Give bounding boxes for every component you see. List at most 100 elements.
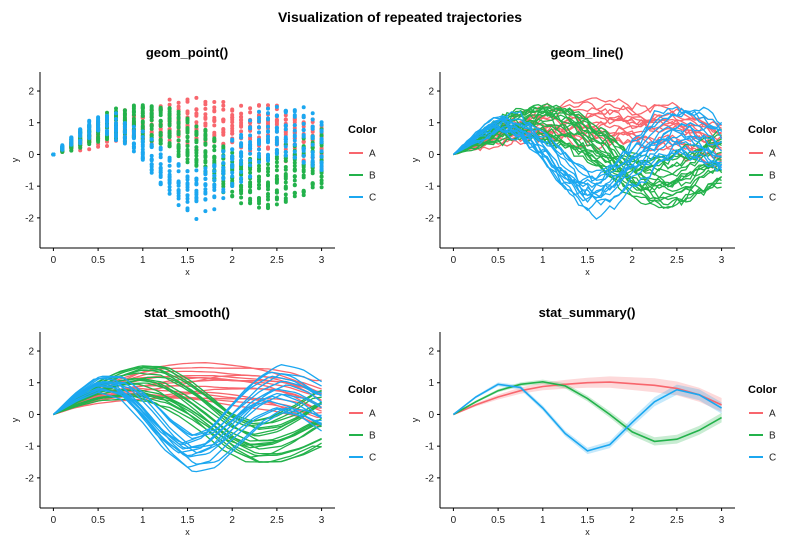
data-point-C — [203, 197, 208, 202]
data-point-B — [140, 124, 145, 128]
data-point-C — [105, 113, 109, 118]
data-point-C — [149, 153, 154, 158]
data-point-B — [140, 103, 145, 108]
panel-title: geom_line() — [551, 45, 624, 60]
data-point-C — [212, 188, 217, 192]
data-point-C — [266, 117, 270, 122]
data-point-B — [212, 144, 217, 149]
x-tick-label: 2 — [229, 255, 235, 266]
x-tick-label: 2.5 — [270, 255, 284, 266]
data-point-A — [105, 144, 109, 148]
data-point-C — [221, 161, 226, 165]
data-point-B — [194, 132, 199, 137]
data-point-B — [283, 176, 288, 181]
data-point-C — [149, 142, 154, 147]
legend-label: B — [769, 171, 776, 182]
data-point-C — [310, 163, 315, 168]
data-point-A — [239, 103, 244, 108]
legend-label: A — [769, 149, 776, 160]
data-point-C — [221, 189, 226, 194]
x-tick-label: 2 — [629, 515, 635, 526]
data-point-A — [221, 130, 226, 135]
panel-stat_smooth: -2 -1 0 1 2 0 0.5 1 1.5 2 2.5 3 x y stat_smooth() Color… — [10, 305, 377, 537]
data-point-C — [167, 188, 172, 193]
data-point-C — [319, 136, 324, 141]
data-point-A — [203, 102, 208, 107]
data-point-C — [185, 206, 190, 211]
data-point-C — [257, 119, 261, 124]
data-point-B — [274, 202, 279, 207]
data-point-C — [122, 141, 127, 146]
data-point-C — [319, 160, 324, 165]
x-tick-label: 2.5 — [670, 255, 684, 266]
data-point-B — [203, 132, 208, 137]
data-point-C — [301, 121, 306, 126]
data-point-C — [239, 132, 244, 137]
legend-title: Color — [348, 124, 377, 136]
data-point-C — [158, 145, 163, 150]
data-point-C — [149, 170, 154, 175]
data-point-C — [212, 194, 217, 199]
data-point-C — [274, 129, 279, 134]
x-tick-label: 1 — [540, 515, 546, 526]
data-point-C — [319, 154, 324, 159]
data-point-B — [319, 133, 324, 138]
data-point-C — [203, 187, 208, 192]
data-point-B — [310, 185, 315, 190]
data-point-C — [266, 153, 270, 158]
data-point-B — [230, 189, 235, 194]
data-point-C — [176, 162, 181, 167]
data-point-B — [292, 178, 297, 183]
data-point-C — [292, 113, 297, 118]
plot-area — [452, 97, 723, 220]
data-point-C — [167, 184, 172, 189]
trajectory-line-C — [453, 120, 722, 198]
x-tick-label: 0.5 — [491, 255, 505, 266]
y-tick-label: 2 — [28, 87, 34, 98]
data-point-C — [230, 174, 235, 179]
data-point-B — [257, 186, 261, 191]
data-point-A — [203, 106, 208, 111]
x-tick-label: 3 — [319, 255, 325, 266]
trajectory-line-C — [52, 371, 322, 446]
data-point-C — [292, 155, 297, 160]
data-point-B — [194, 140, 199, 145]
data-point-B — [167, 131, 172, 136]
data-point-C — [203, 182, 208, 187]
data-point-C — [230, 147, 235, 152]
data-point-B — [248, 198, 253, 203]
data-point-A — [176, 100, 181, 105]
data-point-C — [221, 167, 226, 172]
panel-title: geom_point() — [146, 45, 228, 60]
data-point-B — [257, 205, 261, 210]
data-point-C — [266, 140, 270, 145]
data-point-B — [310, 168, 315, 173]
data-point-C — [158, 173, 163, 178]
data-point-C — [105, 120, 109, 125]
data-point-A — [203, 121, 208, 126]
data-point-B — [230, 194, 235, 199]
data-point-B — [158, 113, 163, 118]
data-point-C — [221, 196, 226, 201]
data-point-C — [167, 163, 172, 168]
data-point-B — [319, 178, 324, 183]
data-point-A — [194, 95, 199, 100]
panel-title: stat_summary() — [539, 305, 636, 320]
legend-label: B — [769, 431, 776, 442]
data-point-B — [167, 123, 172, 128]
data-point-B — [203, 149, 208, 154]
legend-label: C — [369, 193, 376, 204]
data-point-C — [221, 154, 226, 159]
data-point-C — [131, 135, 136, 140]
x-tick-label: 3 — [319, 515, 325, 526]
data-point-B — [274, 168, 279, 173]
data-point-A — [212, 130, 217, 135]
y-tick-label: -2 — [25, 473, 34, 484]
data-point-B — [257, 168, 261, 173]
data-point-B — [301, 193, 306, 198]
data-point-C — [319, 140, 324, 145]
x-tick-label: 1.5 — [181, 255, 195, 266]
y-tick-label: -1 — [425, 182, 434, 193]
data-point-C — [274, 125, 279, 130]
data-point-C — [274, 150, 279, 155]
